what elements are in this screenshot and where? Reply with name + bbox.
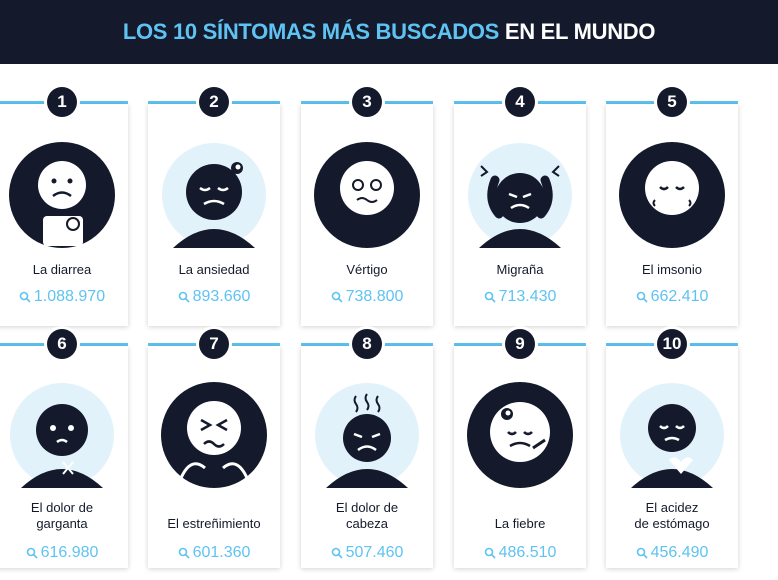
title-rest: EN EL MUNDO (504, 19, 656, 44)
search-count: 738.800 (292, 288, 442, 306)
search-count: 616.980 (0, 544, 137, 562)
page-title: LOS 10 SÍNTOMAS MÁS BUSCADOS EN EL MUNDO (122, 19, 656, 45)
symptom-label: La fiebre (494, 516, 546, 531)
search-icon (178, 291, 190, 303)
search-icon (484, 547, 496, 559)
search-count: 601.360 (139, 544, 289, 562)
constipated-face-icon (161, 382, 267, 488)
search-count-value: 507.460 (345, 544, 404, 561)
symptom-label: La ansiedad (178, 262, 250, 277)
rank-badge: 1 (47, 87, 77, 117)
symptom-label: El imsonio (642, 262, 702, 277)
search-count: 1.088.970 (0, 288, 137, 306)
headache-face-icon (315, 383, 419, 488)
symptom-label: El acidez de estómago (634, 500, 710, 531)
anxious-face-icon (162, 143, 266, 248)
fever-face-icon (467, 382, 573, 488)
search-count: 507.460 (292, 544, 442, 562)
sleepy-face-icon (619, 142, 725, 248)
search-count-value: 601.360 (192, 544, 251, 561)
search-icon (331, 547, 343, 559)
symptom-label: La diarrea (32, 262, 92, 277)
search-count-value: 616.980 (40, 544, 99, 561)
search-icon (26, 547, 38, 559)
search-count-value: 713.430 (498, 288, 557, 305)
search-icon (331, 291, 343, 303)
symptom-label: Vértigo (346, 262, 388, 277)
search-count-value: 893.660 (192, 288, 251, 305)
rank-badge: 7 (199, 329, 229, 359)
rank-badge: 10 (657, 329, 687, 359)
search-count: 662.410 (597, 288, 747, 306)
rank-badge: 8 (352, 329, 382, 359)
search-count: 893.660 (139, 288, 289, 306)
rank-badge: 2 (199, 87, 229, 117)
title-highlight: LOS 10 SÍNTOMAS MÁS BUSCADOS (122, 19, 500, 44)
search-icon (636, 547, 648, 559)
symptom-label: Migraña (496, 262, 544, 277)
search-icon (484, 291, 496, 303)
search-count: 456.490 (597, 544, 747, 562)
rank-badge: 4 (505, 87, 535, 117)
rank-badge: 5 (657, 87, 687, 117)
search-icon (636, 291, 648, 303)
rank-badge: 3 (352, 87, 382, 117)
sore-throat-face-icon (10, 383, 114, 488)
rank-badge: 9 (505, 329, 535, 359)
search-icon (19, 291, 31, 303)
search-count-value: 738.800 (345, 288, 404, 305)
header-banner: LOS 10 SÍNTOMAS MÁS BUSCADOS EN EL MUNDO (0, 0, 778, 64)
search-count: 713.430 (445, 288, 595, 306)
toilet-paper-face-icon (9, 142, 115, 248)
migraine-face-icon (468, 143, 572, 248)
search-count: 486.510 (445, 544, 595, 562)
search-icon (178, 547, 190, 559)
symptom-label: El dolor de cabeza (335, 500, 399, 531)
symptom-label: El estreñimiento (167, 516, 261, 531)
search-count-value: 662.410 (650, 288, 709, 305)
rank-badge: 6 (47, 329, 77, 359)
dizzy-face-icon (314, 142, 420, 248)
search-count-value: 1.088.970 (33, 288, 106, 305)
heartburn-face-icon (620, 383, 724, 488)
search-count-value: 486.510 (498, 544, 557, 561)
search-count-value: 456.490 (650, 544, 709, 561)
symptom-label: El dolor de garganta (30, 500, 94, 531)
